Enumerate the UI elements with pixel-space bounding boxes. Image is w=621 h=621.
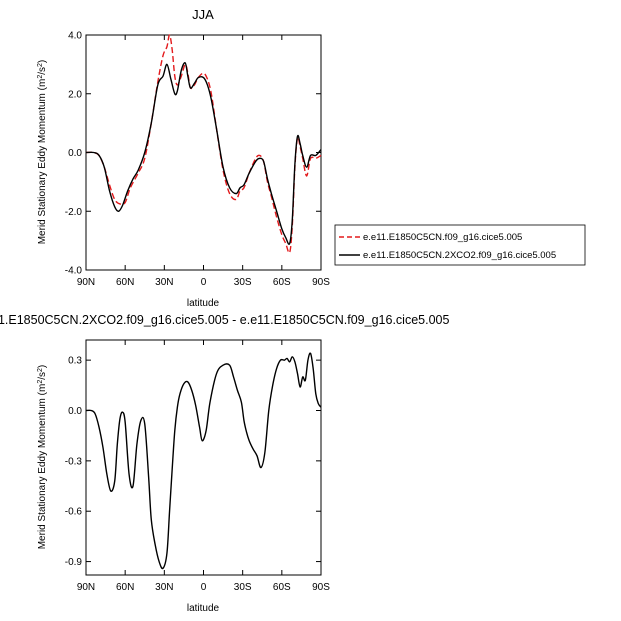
x-tick-label: 0: [201, 582, 207, 593]
chart-top-x-ticks: 90N 60N 30N 0 30S 60S 90S: [77, 35, 330, 288]
x-tick-label: 60S: [273, 582, 291, 593]
y-tick-label: 2.0: [68, 89, 82, 100]
series-line-2: [85, 62, 322, 245]
chart-top-plot-frame: [85, 34, 322, 271]
y-tick-label: 0.3: [68, 356, 82, 367]
y-tick-label: -2.0: [65, 207, 83, 218]
x-tick-label: 30N: [155, 277, 173, 288]
y-tick-label: -4.0: [65, 266, 83, 277]
legend-label-series-1: e.e11.E1850C5CN.f09_g16.cice5.005: [363, 232, 522, 243]
chart-top-x-axis-label: latitude: [187, 298, 220, 309]
y-tick-label: 4.0: [68, 31, 82, 42]
legend-box: [334, 224, 586, 266]
chart-top-series-group: [85, 34, 322, 254]
chart-bottom-y-ticks: -0.9 -0.6 -0.3 0.0 0.3: [65, 356, 321, 568]
y-tick-label: -0.6: [65, 507, 83, 518]
y-tick-label: 0.0: [68, 406, 82, 417]
chart-top-title: JJA: [192, 7, 214, 22]
chart-bottom: e.e11.E1850C5CN.2XCO2.f09_g16.cice5.005 …: [0, 313, 449, 614]
x-tick-label: 30N: [155, 582, 173, 593]
chart-bottom-series-group: [85, 352, 322, 570]
x-tick-label: 30S: [234, 277, 252, 288]
y-tick-label: -0.3: [65, 456, 83, 467]
series-line-1: [85, 34, 322, 254]
chart-bottom-title: e.e11.E1850C5CN.2XCO2.f09_g16.cice5.005 …: [0, 313, 449, 327]
x-tick-label: 60S: [273, 277, 291, 288]
chart-bottom-x-axis-label: latitude: [187, 603, 220, 614]
y-tick-label: 0.0: [68, 148, 82, 159]
x-tick-label: 0: [201, 277, 207, 288]
chart-top: JJA -4.0-2.00.02.04.0 90N 60N 30N 0 30S 60S 90…: [37, 7, 586, 309]
chart-top-y-ticks: -4.0 -2.0 0.0 2.0 4.0: [65, 31, 321, 277]
y-tick-label: -0.9: [65, 557, 83, 568]
chart-bottom-plot-frame: [85, 339, 322, 576]
chart-top-y-axis-label: Merid Stationary Eddy Momentum (m2/s2): [37, 60, 49, 245]
chart-bottom-x-ticks: 90N 60N 30N 0 30S 60S 90S: [77, 340, 330, 593]
x-tick-label: 90S: [312, 582, 330, 593]
x-tick-label: 60N: [116, 277, 134, 288]
legend-label-series-2: e.e11.E1850C5CN.2XCO2.f09_g16.cice5.005: [363, 250, 556, 261]
chart-bottom-y-axis-label: Merid Stationary Eddy Momentum (m2/s2): [37, 365, 49, 550]
x-tick-label: 60N: [116, 582, 134, 593]
x-tick-label: 90S: [312, 277, 330, 288]
chart-top-legend: e.e11.E1850C5CN.f09_g16.cice5.005 e.e11.…: [334, 224, 586, 266]
series-line-1: [85, 352, 322, 570]
x-tick-label: 90N: [77, 277, 95, 288]
x-tick-label: 30S: [234, 582, 252, 593]
x-tick-label: 90N: [77, 582, 95, 593]
